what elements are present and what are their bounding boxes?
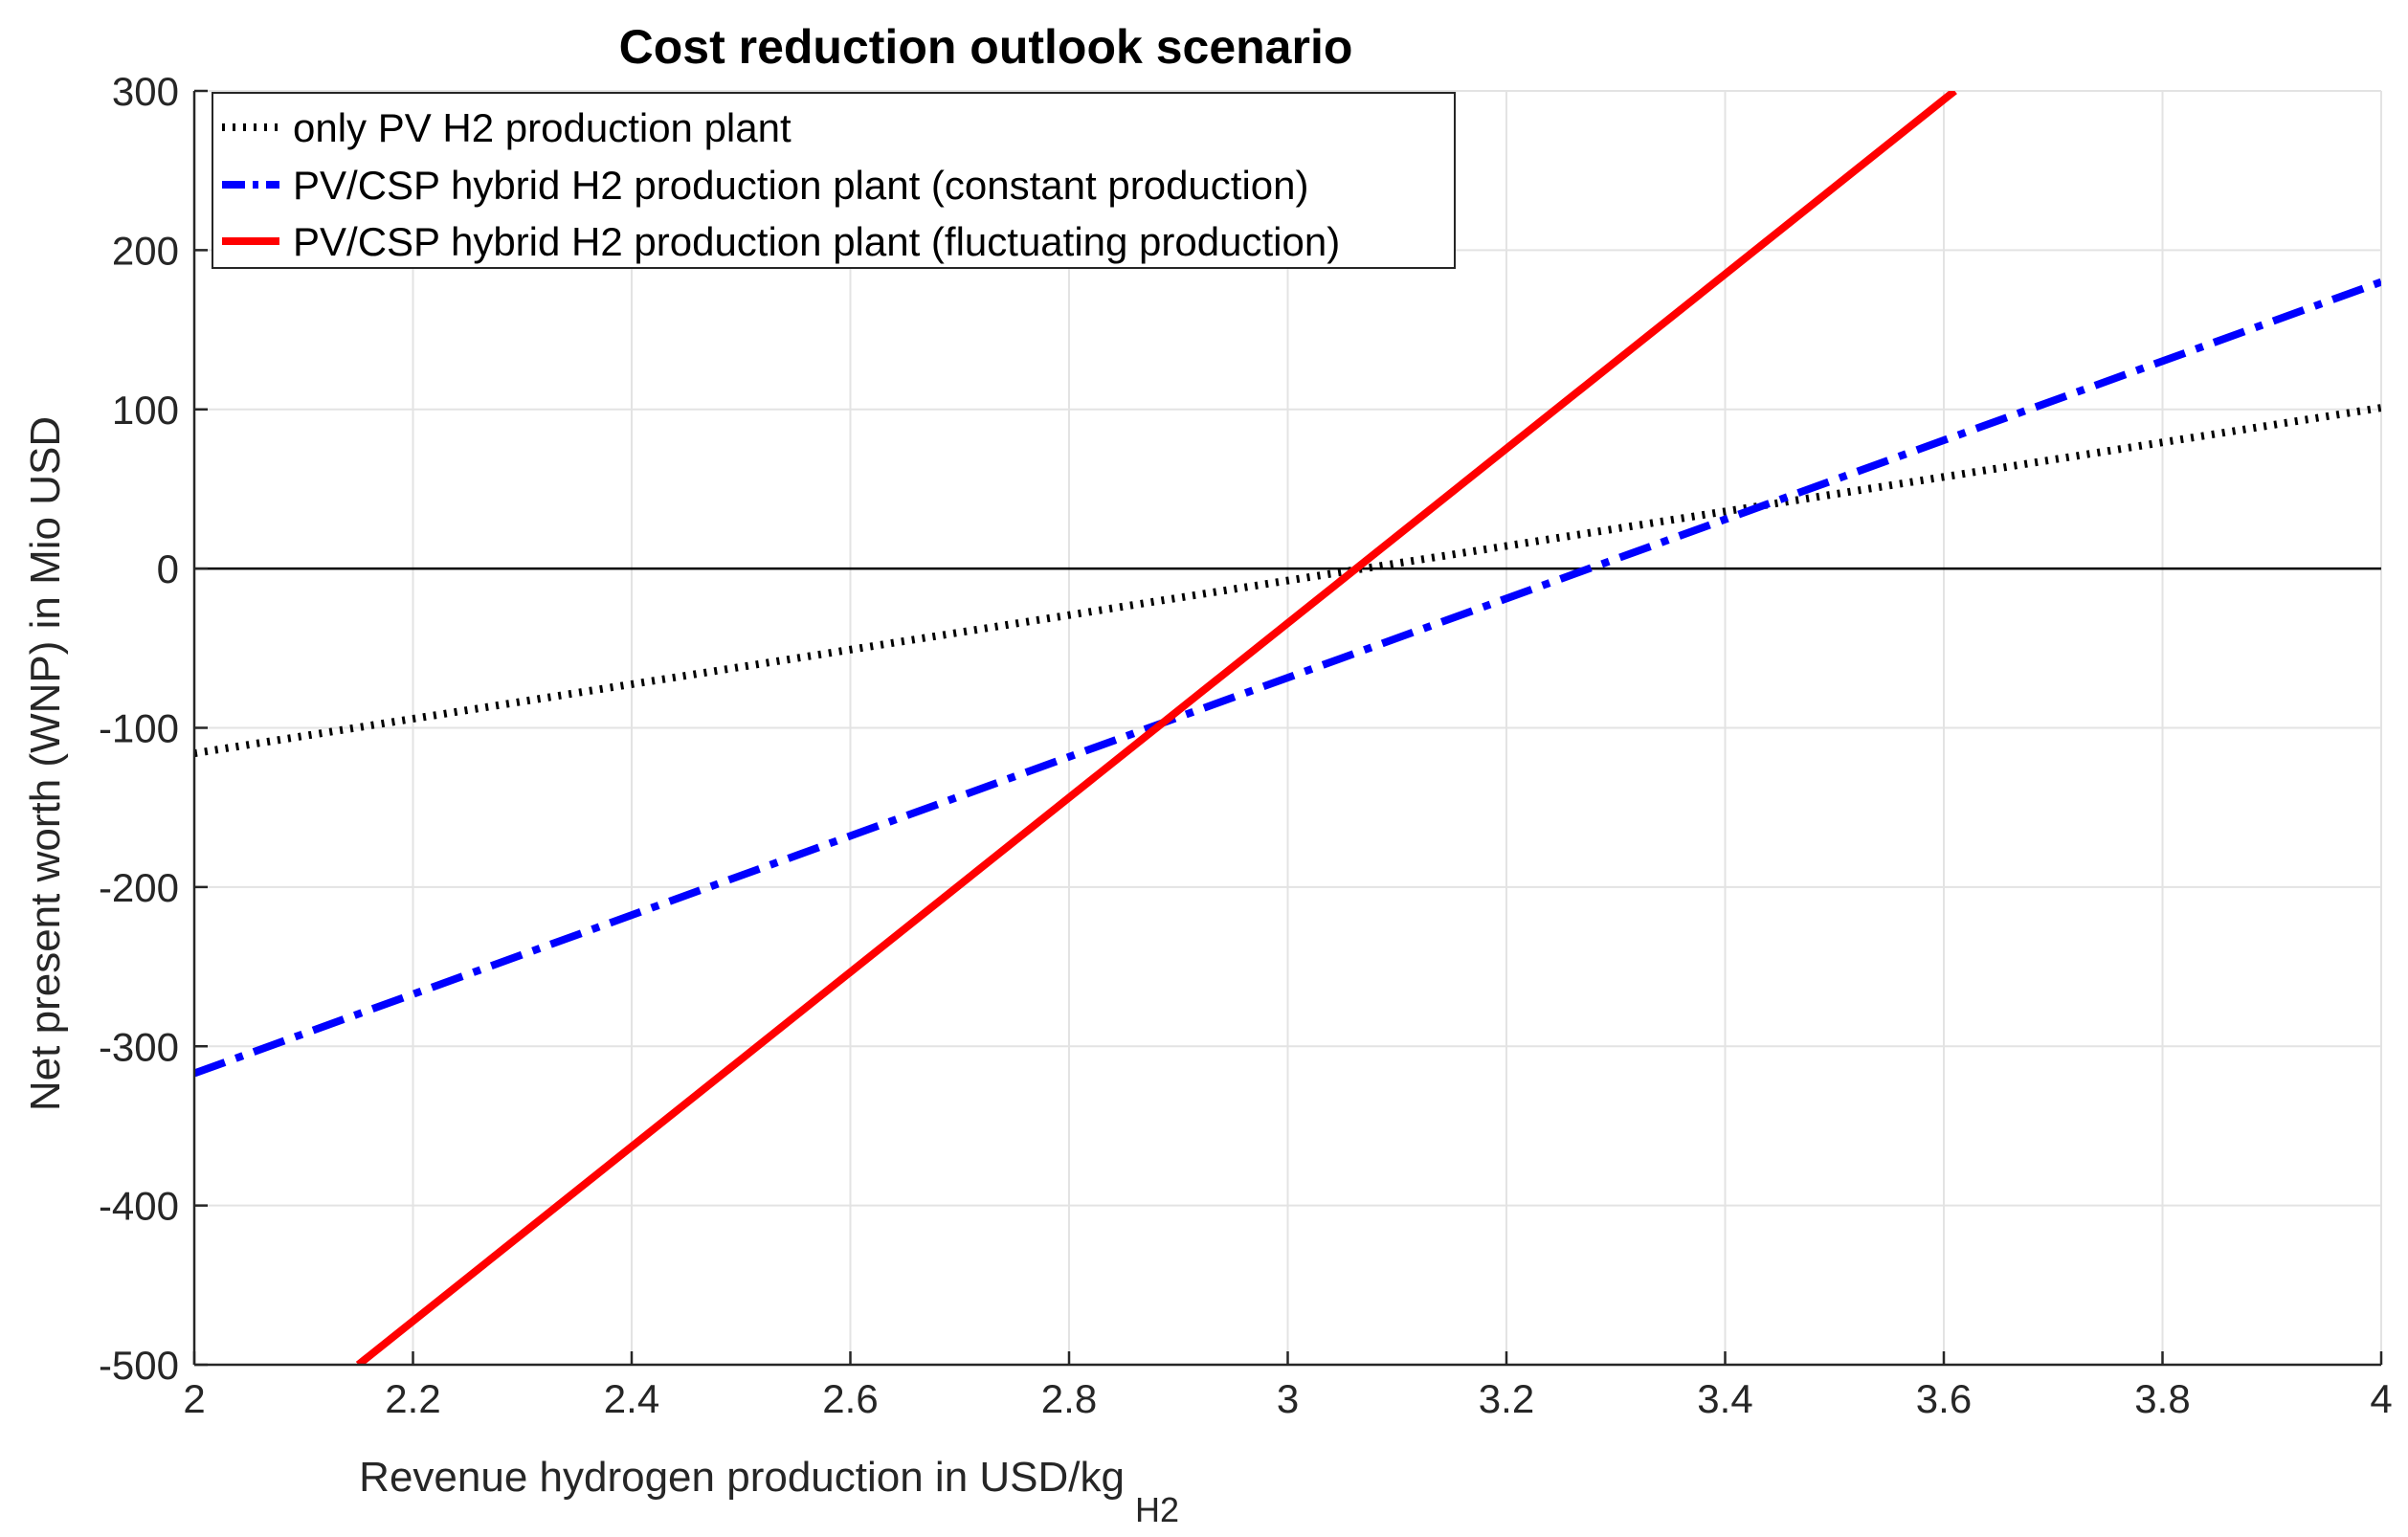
- series-line-hybrid-constant: [194, 278, 2381, 1078]
- x-tick-label: 2.6: [822, 1376, 878, 1421]
- data-series: [194, 91, 2381, 1365]
- y-tick-label: -200: [99, 865, 179, 910]
- y-tick-label: 100: [112, 388, 179, 433]
- x-tick-label: 2: [183, 1376, 205, 1421]
- x-tick-label: 4: [2370, 1376, 2392, 1421]
- legend-entry-only-pv: only PV H2 production plant: [293, 105, 792, 150]
- x-tick-label: 2.8: [1041, 1376, 1097, 1421]
- axes: [192, 89, 2383, 1367]
- x-tick-label: 3.2: [1479, 1376, 1534, 1421]
- x-tick-label: 3.8: [2134, 1376, 2190, 1421]
- y-tick-label: 200: [112, 228, 179, 273]
- y-tick-label: 0: [157, 546, 179, 591]
- y-tick-label: -300: [99, 1024, 179, 1069]
- x-tick-label: 3.6: [1916, 1376, 1972, 1421]
- series-line-hybrid-fluctuating: [355, 91, 1957, 1365]
- y-tick-label: -100: [99, 706, 179, 751]
- y-tick-label: -500: [99, 1343, 179, 1388]
- y-tick-label: -400: [99, 1184, 179, 1229]
- x-axis-label: Revenue hydrogen production in USD/kg: [359, 1454, 1125, 1501]
- x-tick-labels: 2 2.2 2.4 2.6 2.8 3 3.2 3.4 3.6 3.8 4: [183, 1376, 2392, 1421]
- x-tick-label: 2.2: [385, 1376, 440, 1421]
- y-axis-label: Net present worth (WNP) in Mio USD: [22, 416, 69, 1111]
- x-tick-label: 3: [1277, 1376, 1299, 1421]
- legend-entry-hybrid-constant: PV/CSP hybrid H2 production plant (const…: [293, 163, 1308, 208]
- x-tick-label: 3.4: [1697, 1376, 1752, 1421]
- series-line-only-pv: [194, 404, 2381, 758]
- y-tick-labels: -500 -400 -300 -200 -100 0 100 200 300: [99, 69, 179, 1388]
- legend: only PV H2 production plant PV/CSP hybri…: [212, 92, 1456, 269]
- x-tick-label: 2.4: [604, 1376, 659, 1421]
- x-axis-label-subscript: H2: [1135, 1490, 1179, 1529]
- chart-title: Cost reduction outlook scenario: [619, 20, 1353, 74]
- y-tick-label: 300: [112, 69, 179, 114]
- legend-box: [212, 92, 1456, 269]
- grid-lines: [193, 90, 2382, 1366]
- legend-entry-hybrid-fluctuating: PV/CSP hybrid H2 production plant (fluct…: [293, 219, 1340, 264]
